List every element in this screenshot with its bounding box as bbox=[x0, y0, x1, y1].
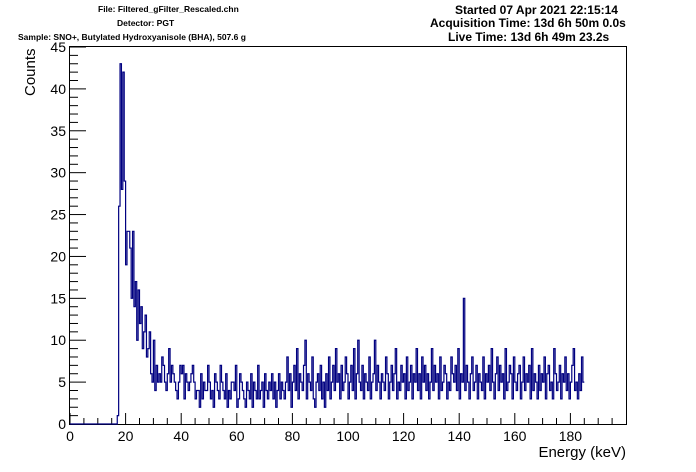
y-tick-label: 10 bbox=[50, 332, 66, 348]
y-tick-label: 25 bbox=[50, 207, 66, 223]
file-label: File: Filtered_gFilter_Rescaled.chn bbox=[98, 4, 239, 14]
x-tick-label: 140 bbox=[448, 428, 472, 444]
x-axis-title: Energy (keV) bbox=[538, 444, 626, 461]
histogram-line bbox=[70, 63, 585, 425]
x-tick-label: 180 bbox=[559, 428, 583, 444]
y-tick-label: 0 bbox=[58, 416, 66, 432]
x-tick-label: 60 bbox=[229, 428, 245, 444]
started-label: Started 07 Apr 2021 22:15:14 bbox=[455, 3, 618, 17]
y-tick-label: 5 bbox=[58, 374, 66, 390]
x-tick-label: 40 bbox=[173, 428, 189, 444]
y-tick-label: 30 bbox=[50, 165, 66, 181]
x-tick-label: 160 bbox=[503, 428, 527, 444]
sample-label: Sample: SNO+, Butylated Hydroxyanisole (… bbox=[18, 32, 246, 42]
live-time-label: Live Time: 13d 6h 49m 23.2s bbox=[448, 30, 610, 44]
y-tick-label: 35 bbox=[50, 123, 66, 139]
y-tick-label: 15 bbox=[50, 290, 66, 306]
x-axis-ticks: 0 20 40 60 80 100 120 140 160 180 bbox=[66, 413, 613, 444]
y-axis-title: Counts bbox=[22, 48, 39, 96]
y-tick-label: 40 bbox=[50, 81, 66, 97]
x-tick-label: 120 bbox=[392, 428, 416, 444]
x-tick-label: 20 bbox=[118, 428, 134, 444]
y-tick-label: 20 bbox=[50, 248, 66, 264]
x-tick-label: 0 bbox=[66, 428, 74, 444]
x-tick-label: 100 bbox=[336, 428, 360, 444]
acquisition-time-label: Acquisition Time: 13d 6h 50m 0.0s bbox=[430, 16, 626, 30]
plot-frame bbox=[69, 46, 627, 425]
y-tick-label: 45 bbox=[50, 39, 66, 55]
detector-label: Detector: PGT bbox=[117, 18, 175, 28]
y-axis-ticks: 0 5 10 15 20 25 30 35 40 45 bbox=[50, 39, 86, 432]
x-tick-label: 80 bbox=[285, 428, 301, 444]
